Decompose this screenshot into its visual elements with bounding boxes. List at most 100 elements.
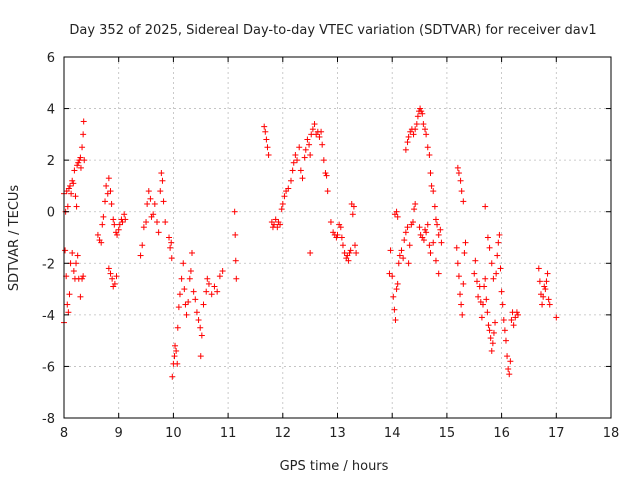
data-point [157, 188, 164, 195]
data-point [412, 200, 419, 207]
data-point [414, 113, 421, 120]
data-point [70, 180, 77, 187]
data-point [488, 347, 495, 354]
data-point [462, 239, 469, 246]
data-point [193, 309, 200, 316]
data-point [473, 278, 480, 285]
data-point [515, 311, 522, 318]
data-point [192, 296, 199, 303]
data-point [173, 347, 180, 354]
data-point [455, 170, 462, 177]
data-point [493, 270, 500, 277]
data-point [65, 309, 72, 316]
data-point [160, 198, 167, 205]
data-point [389, 273, 396, 280]
data-point [261, 123, 268, 130]
data-point [512, 314, 519, 321]
data-point [318, 128, 325, 135]
data-point [352, 242, 359, 249]
data-point [79, 144, 86, 151]
data-point [418, 108, 425, 115]
data-point [423, 131, 430, 138]
data-point [109, 275, 116, 282]
y-tick-label: 4 [47, 103, 55, 118]
data-point [116, 221, 123, 228]
data-point [494, 252, 501, 259]
data-point [74, 252, 81, 259]
data-point [409, 219, 416, 226]
data-point [483, 296, 490, 303]
data-point [200, 301, 207, 308]
data-point [112, 229, 119, 236]
data-point [181, 286, 188, 293]
x-tick-label: 11 [220, 426, 237, 441]
data-point [108, 200, 115, 207]
data-point [455, 273, 462, 280]
data-point [306, 141, 313, 148]
data-point [454, 164, 461, 171]
data-point [387, 247, 394, 254]
data-point [197, 353, 204, 360]
data-point [497, 265, 504, 272]
data-point [426, 242, 433, 249]
data-point [140, 224, 147, 231]
data-point [423, 229, 430, 236]
data-point [339, 242, 346, 249]
data-point [304, 136, 311, 143]
data-point [486, 327, 493, 334]
data-point [233, 275, 240, 282]
data-point [535, 265, 542, 272]
data-point [64, 301, 71, 308]
data-point [264, 144, 271, 151]
data-point [430, 188, 437, 195]
data-point [301, 154, 308, 161]
data-point [513, 309, 520, 316]
data-point [71, 167, 78, 174]
data-point [395, 260, 402, 267]
data-point [197, 324, 204, 331]
data-point [185, 298, 192, 305]
data-point [80, 131, 87, 138]
data-point [180, 260, 187, 267]
data-point [406, 242, 413, 249]
data-point [499, 301, 506, 308]
data-point [64, 203, 71, 210]
data-point [487, 335, 494, 342]
data-point [232, 257, 239, 264]
y-axis-label: SDTVAR / TECUs [7, 185, 22, 292]
data-point [73, 260, 80, 267]
data-point [546, 301, 553, 308]
data-point [346, 249, 353, 256]
x-tick-label: 10 [165, 426, 182, 441]
data-point [401, 237, 408, 244]
data-point [482, 203, 489, 210]
data-point [281, 193, 288, 200]
data-point [65, 185, 72, 192]
data-point [168, 239, 175, 246]
data-point [77, 154, 84, 161]
data-point [166, 234, 173, 241]
data-point [490, 329, 497, 336]
data-point [434, 221, 441, 228]
data-point [539, 301, 546, 308]
data-point [294, 157, 301, 164]
data-points [61, 105, 560, 380]
data-point [420, 237, 427, 244]
x-tick-label: 13 [329, 426, 346, 441]
data-point [489, 340, 496, 347]
data-point [174, 324, 181, 331]
x-tick-label: 16 [493, 426, 510, 441]
data-point [316, 133, 323, 140]
data-point [505, 366, 512, 373]
data-point [274, 224, 281, 231]
data-point [430, 239, 437, 246]
data-point [208, 291, 215, 298]
data-point [158, 170, 165, 177]
data-point [500, 317, 507, 324]
data-point [68, 190, 75, 197]
data-point [484, 234, 491, 241]
data-point [435, 231, 442, 238]
data-point [188, 249, 195, 256]
data-point [413, 121, 420, 128]
data-point [296, 144, 303, 151]
